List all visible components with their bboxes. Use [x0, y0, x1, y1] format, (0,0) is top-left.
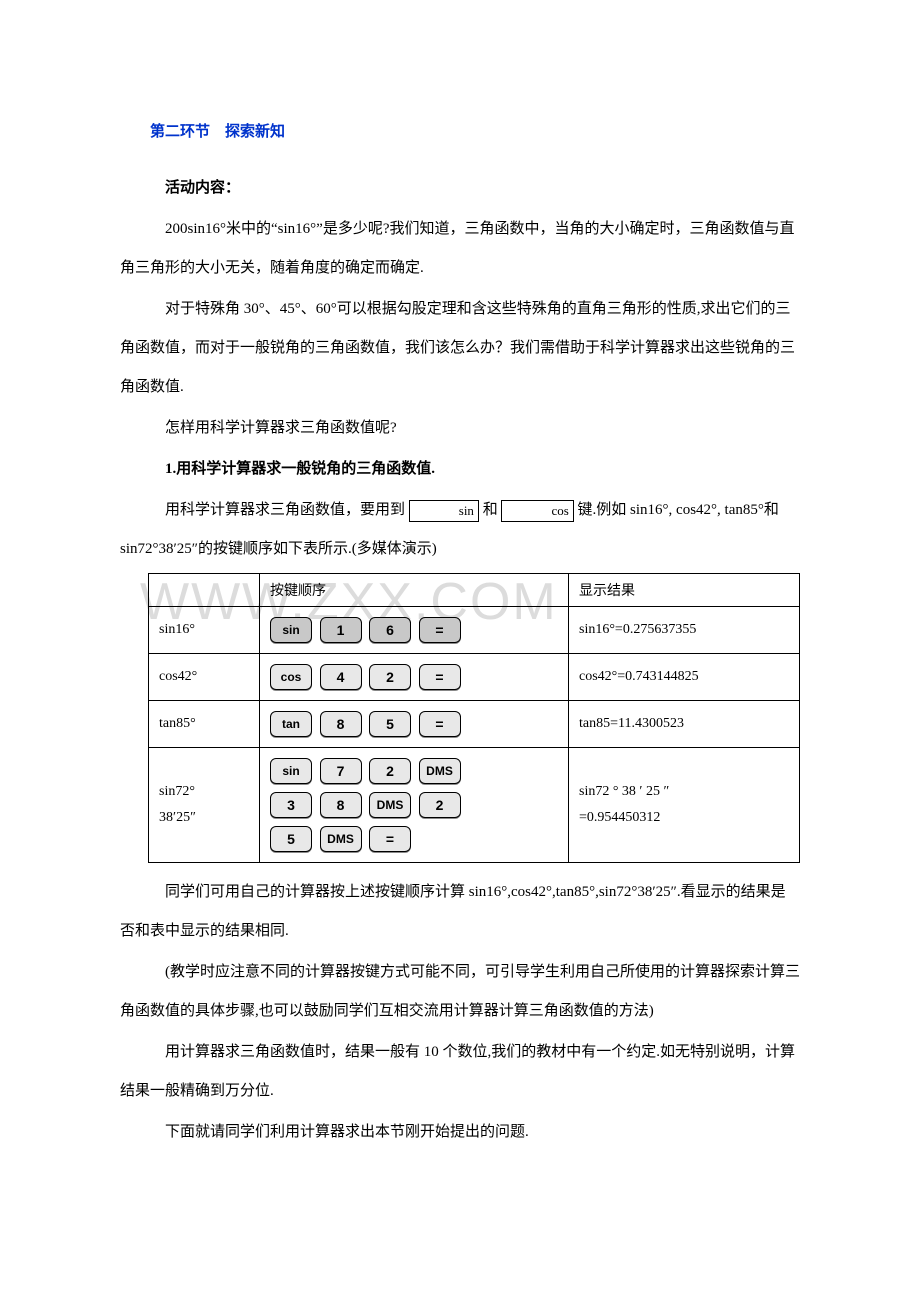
table-row: sin16° sin 1 6 = sin16°=0.275637355: [149, 607, 800, 654]
table-cell: cos42°=0.743144825: [569, 654, 800, 701]
calc-key-dms: DMS: [369, 792, 411, 818]
activity-label: 活动内容：: [120, 169, 800, 208]
table-cell: sin 7 2 DMS 3 8 DMS 2 5 DMS =: [260, 748, 569, 863]
calc-key-dms: DMS: [320, 826, 362, 852]
table-cell: tan85=11.4300523: [569, 701, 800, 748]
paragraph: 用科学计算器求三角函数值，要用到 sin 和 cos 键.例如 sin16°, …: [120, 491, 800, 569]
calc-key-equals: =: [419, 617, 461, 643]
calc-key-sin: sin: [270, 617, 312, 643]
table-cell: sin72 ° 38 ′ 25 ″ =0.954450312: [569, 748, 800, 863]
table-cell: cos 4 2 =: [260, 654, 569, 701]
sin-key-inline: sin: [409, 500, 479, 522]
paragraph: 对于特殊角 30°、45°、60°可以根据勾股定理和含这些特殊角的直角三角形的性…: [120, 290, 800, 407]
table-cell: tan85°: [149, 701, 260, 748]
calc-key: 5: [270, 826, 312, 852]
calc-key-sin: sin: [270, 758, 312, 784]
calc-key: 6: [369, 617, 411, 643]
calc-key-equals: =: [419, 711, 461, 737]
calc-key: 8: [320, 711, 362, 737]
table-row: tan85° tan 8 5 = tan85=11.4300523: [149, 701, 800, 748]
calc-key-tan: tan: [270, 711, 312, 737]
paragraph: 同学们可用自己的计算器按上述按键顺序计算 sin16°,cos42°,tan85…: [120, 873, 800, 951]
calc-key-cos: cos: [270, 664, 312, 690]
text: sin72°: [159, 784, 249, 800]
calc-key: 1: [320, 617, 362, 643]
table-header-cell: 按键顺序: [260, 574, 569, 607]
paragraph: 200sin16°米中的“sin16°”是多少呢?我们知道，三角函数中，当角的大…: [120, 210, 800, 288]
text: 和: [483, 502, 498, 518]
text: 38′25″: [159, 810, 249, 826]
table-header-cell: 显示结果: [569, 574, 800, 607]
cos-key-inline: cos: [501, 500, 573, 522]
calc-key: 2: [369, 758, 411, 784]
calc-key: 2: [419, 792, 461, 818]
table-cell: tan 8 5 =: [260, 701, 569, 748]
calc-key: 2: [369, 664, 411, 690]
paragraph: (教学时应注意不同的计算器按键方式可能不同，可引导学生利用自己所使用的计算器探索…: [120, 953, 800, 1031]
table-header-cell: [149, 574, 260, 607]
calc-key-equals: =: [369, 826, 411, 852]
table-cell: sin16°: [149, 607, 260, 654]
table-cell: sin16°=0.275637355: [569, 607, 800, 654]
paragraph: 下面就请同学们利用计算器求出本节刚开始提出的问题.: [120, 1113, 800, 1152]
calc-key: 3: [270, 792, 312, 818]
calc-key: 7: [320, 758, 362, 784]
calc-key-dms: DMS: [419, 758, 461, 784]
calc-key: 4: [320, 664, 362, 690]
table-row: cos42° cos 4 2 = cos42°=0.743144825: [149, 654, 800, 701]
text: =0.954450312: [579, 810, 789, 826]
table-cell: cos42°: [149, 654, 260, 701]
text: 用科学计算器求三角函数值，要用到: [165, 502, 405, 518]
calc-key-equals: =: [419, 664, 461, 690]
paragraph: 怎样用科学计算器求三角函数值呢?: [120, 409, 800, 448]
key-sequence-table: 按键顺序 显示结果 sin16° sin 1 6 = sin16°=0.2756…: [148, 573, 800, 863]
table-row: sin72° 38′25″ sin 7 2 DMS 3 8 DMS: [149, 748, 800, 863]
section-title: 第二环节 探索新知: [120, 120, 800, 141]
table-cell: sin72° 38′25″: [149, 748, 260, 863]
paragraph: 用计算器求三角函数值时，结果一般有 10 个数位,我们的教材中有一个约定.如无特…: [120, 1033, 800, 1111]
text: sin72 ° 38 ′ 25 ″: [579, 784, 789, 800]
calc-key: 8: [320, 792, 362, 818]
table-cell: sin 1 6 =: [260, 607, 569, 654]
table-header-row: 按键顺序 显示结果: [149, 574, 800, 607]
sub-heading: 1.用科学计算器求一般锐角的三角函数值.: [120, 450, 800, 489]
calc-key: 5: [369, 711, 411, 737]
